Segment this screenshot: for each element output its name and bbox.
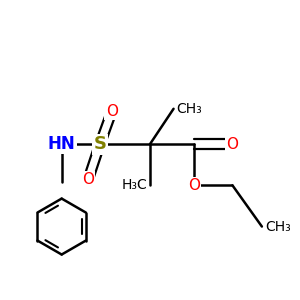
Text: S: S bbox=[93, 135, 106, 153]
Text: O: O bbox=[82, 172, 94, 187]
Text: H₃C: H₃C bbox=[121, 178, 147, 192]
Text: O: O bbox=[188, 178, 200, 193]
Text: HN: HN bbox=[48, 135, 76, 153]
Text: O: O bbox=[226, 136, 238, 152]
Text: CH₃: CH₃ bbox=[176, 102, 202, 116]
Text: CH₃: CH₃ bbox=[265, 220, 291, 234]
Text: O: O bbox=[106, 104, 118, 119]
